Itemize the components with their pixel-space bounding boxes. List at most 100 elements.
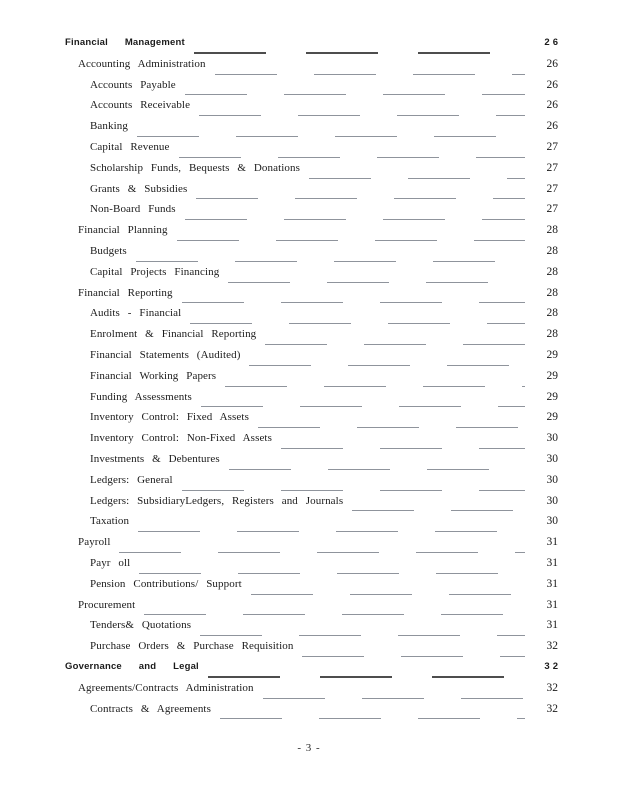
toc-entry: Ledgers: SubsidiaryLedgers, Registers an…: [65, 494, 559, 516]
toc-entry-title: Scholarship Funds, Bequests & Donations: [90, 161, 300, 174]
toc-entry-page: 28: [546, 224, 559, 237]
toc-leader-line: [138, 515, 525, 537]
toc-entry: Purchase Orders & Purchase Requisition 3…: [65, 640, 558, 661]
page-number-footer: - 3 -: [297, 742, 321, 754]
toc-entry-title: Budgets: [90, 244, 127, 257]
toc-entry-page: 30: [546, 494, 559, 507]
toc-entry: Grants & Subsidies 27: [65, 182, 558, 204]
toc-entry: Contracts & Agreements 32: [65, 702, 559, 724]
toc-list: Financial Management 26 Accounting Admin…: [65, 37, 561, 724]
toc-entry-title: Agreements/Contracts Administration: [78, 681, 254, 694]
toc-entry-page: 31: [546, 598, 559, 611]
toc-entry: Accounts Payable 26: [65, 78, 559, 100]
toc-entry: Non-Board Funds 27: [65, 203, 558, 225]
toc-leader-line: [200, 619, 525, 641]
toc-entry: Budgets 28: [65, 244, 559, 266]
toc-entry: Audits - Financial 28: [65, 307, 558, 329]
toc-entry-page: 31: [546, 619, 559, 632]
toc-leader-line: [257, 411, 525, 433]
toc-entry-title: Contracts & Agreements: [90, 702, 211, 715]
toc-leader-line: [200, 390, 525, 412]
toc-leader-line: [228, 452, 525, 474]
toc-leader-line: [214, 57, 525, 79]
toc-entry-page: 29: [546, 390, 559, 403]
toc-entry-page: 31: [546, 536, 559, 549]
toc-entry-page: 28: [546, 244, 559, 257]
toc-leader-line: [308, 161, 525, 183]
toc-entry-title: Taxation: [90, 515, 130, 528]
toc-entry-title: Accounts Payable: [90, 78, 176, 91]
toc-entry-page: 28: [546, 265, 559, 278]
toc-leader-line: [207, 660, 528, 682]
toc-entry-title: Enrolment & Financial Reporting: [90, 328, 257, 341]
toc-entry: Financial Statements (Audited) 29: [65, 348, 558, 370]
toc-entry: Accounts Receivable 26: [65, 99, 559, 121]
toc-entry-page: 32: [546, 702, 559, 715]
toc-entry-title: Accounting Administration: [78, 57, 206, 70]
toc-entry-page: 27: [546, 140, 559, 153]
toc-leader-line: [144, 598, 525, 620]
toc-leader-line: [262, 681, 525, 703]
toc-entry-page: 30: [546, 473, 559, 486]
toc-entry-title: Non-Board Funds: [90, 203, 176, 216]
toc-entry-page: 32: [544, 660, 561, 672]
toc-leader-line: [176, 224, 525, 245]
toc-entry: Agreements/Contracts Administration 32: [65, 681, 559, 703]
toc-leader-line: [225, 369, 525, 391]
toc-entry-title: Banking: [90, 120, 128, 133]
toc-entry-page: 31: [546, 577, 559, 590]
toc-entry-page: 29: [546, 369, 559, 382]
toc-leader-line: [181, 473, 525, 495]
toc-leader-line: [199, 99, 525, 121]
toc-leader-line: [228, 265, 525, 287]
toc-entry: Inventory Control: Non-Fixed Assets 30: [65, 432, 558, 453]
toc-entry-title: Grants & Subsidies: [90, 182, 188, 195]
toc-entry: Scholarship Funds, Bequests & Donations …: [65, 161, 558, 183]
toc-entry: Payr oll 31: [65, 556, 559, 578]
toc-entry-page: 28: [546, 328, 559, 341]
toc-entry: Enrolment & Financial Reporting 28: [65, 328, 558, 349]
toc-entry-title: Inventory Control: Non-Fixed Assets: [90, 432, 272, 445]
toc-entry-page: 30: [546, 432, 559, 445]
toc-entry-title: Inventory Control: Fixed Assets: [90, 411, 249, 424]
toc-entry-title: Payroll: [78, 536, 111, 549]
toc-entry-page: 26: [546, 120, 559, 133]
toc-entry-title: Capital Revenue: [90, 140, 170, 153]
toc-entry-page: 26: [546, 99, 559, 112]
toc-entry: Investments & Debentures 30: [65, 452, 558, 474]
toc-entry-title: Financial Reporting: [78, 286, 173, 299]
toc-entry-page: 29: [546, 411, 559, 424]
toc-entry-title: Financial Statements (Audited): [90, 348, 241, 361]
toc-leader-line: [193, 37, 528, 58]
toc-leader-line: [181, 286, 525, 308]
toc-entry: Payroll 31: [65, 536, 558, 557]
toc-entry: Taxation 30: [65, 515, 559, 537]
toc-leader-line: [184, 203, 525, 225]
toc-entry-title: Procurement: [78, 598, 136, 611]
toc-entry-title: Financial Management: [65, 37, 185, 48]
toc-entry-page: 26: [546, 78, 559, 91]
toc-entry-title: Financial Planning: [78, 224, 168, 237]
toc-entry-page: 32: [546, 681, 559, 694]
toc-leader-line: [280, 432, 525, 453]
toc-entry: Financial Working Papers 29: [65, 369, 559, 391]
toc-entry-page: 30: [546, 515, 559, 528]
toc-entry-page: 31: [546, 556, 559, 569]
toc-entry: Inventory Control: Fixed Assets 29: [65, 411, 559, 433]
toc-entry: Procurement 31: [65, 598, 559, 620]
toc-leader-line: [135, 244, 525, 266]
toc-leader-line: [265, 328, 525, 349]
toc-entry: Governance and Legal 32: [65, 660, 561, 682]
toc-leader-line: [352, 494, 525, 516]
toc-entry: Accounting Administration 26: [65, 57, 558, 79]
toc-entry: Financial Planning 28: [65, 224, 558, 245]
toc-entry-title: Tenders& Quotations: [90, 619, 192, 632]
toc-entry-page: 28: [546, 286, 559, 299]
toc-leader-line: [119, 536, 525, 557]
toc-leader-line: [196, 182, 525, 204]
toc-entry: Financial Management 26: [65, 37, 558, 58]
toc-entry-title: Financial Working Papers: [90, 369, 217, 382]
toc-entry: Funding Assessments 29: [65, 390, 559, 412]
toc-entry-title: Purchase Orders & Purchase Requisition: [90, 640, 294, 653]
